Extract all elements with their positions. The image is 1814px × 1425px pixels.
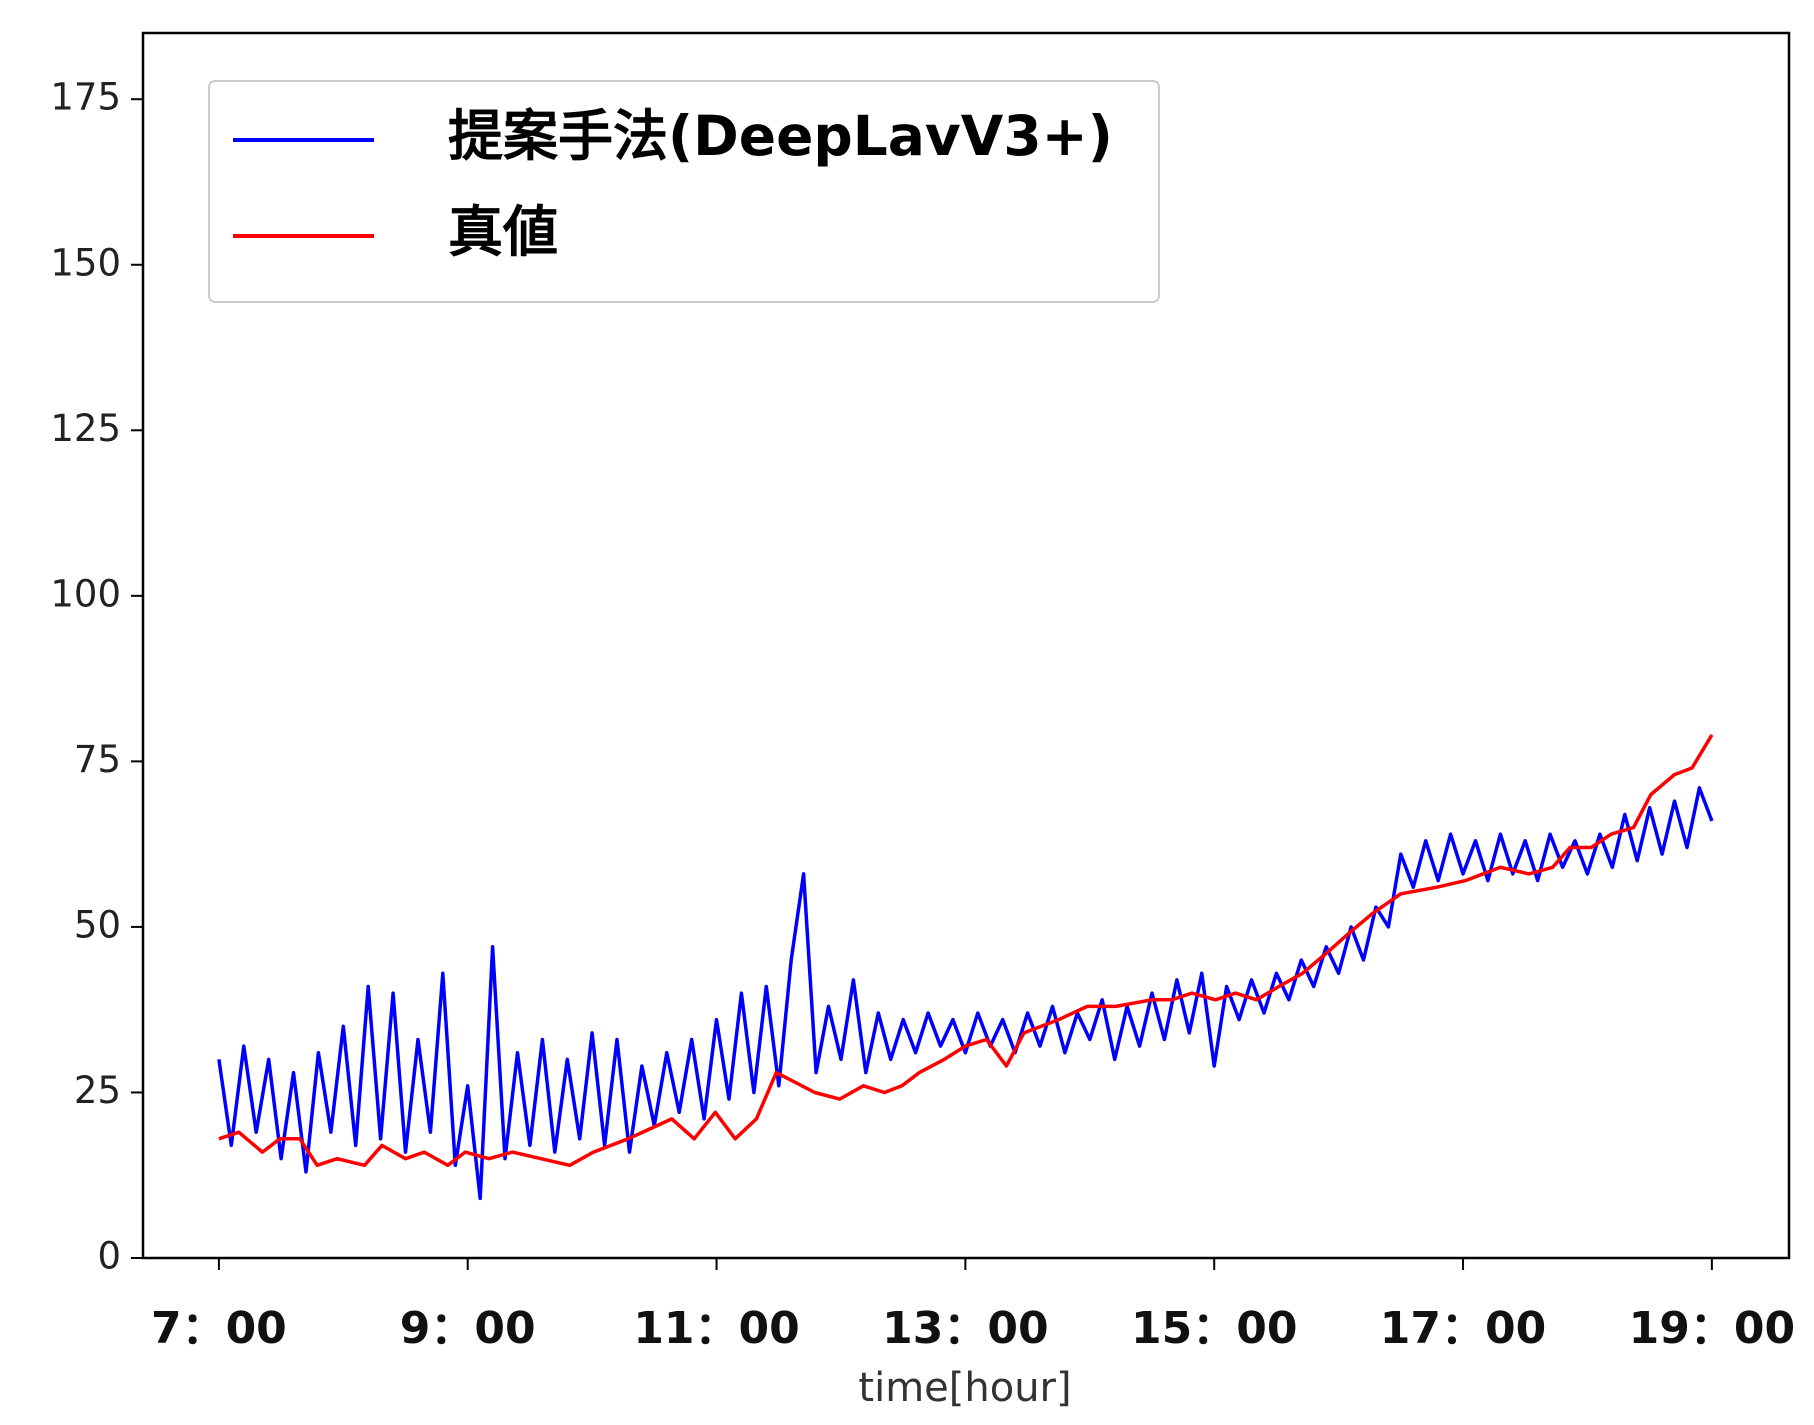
- x-tick-label: 7：00: [151, 1303, 287, 1354]
- x-tick-label: 9：00: [400, 1303, 536, 1354]
- legend-box: [208, 80, 1160, 303]
- x-tick-label: 11：00: [633, 1303, 799, 1354]
- y-tick-label: 100: [50, 572, 121, 615]
- legend-label: 提案手法(DeepLavV3+): [448, 104, 1113, 168]
- y-tick-label: 175: [50, 76, 121, 119]
- x-tick-label: 13：00: [882, 1303, 1048, 1354]
- y-tick-label: 125: [50, 407, 121, 450]
- x-tick-label: 19：00: [1629, 1303, 1795, 1354]
- legend: 提案手法(DeepLavV3+) 真値: [208, 80, 1160, 303]
- y-tick-label: 0: [97, 1235, 121, 1278]
- x-tick-label: 15：00: [1131, 1303, 1297, 1354]
- y-tick-label: 75: [74, 738, 121, 781]
- y-tick-label: 150: [50, 241, 121, 284]
- x-axis-label: time[hour]: [858, 1365, 1071, 1411]
- y-tick-label: 50: [74, 903, 121, 946]
- plot-frame: [141, 31, 1791, 1260]
- x-tick-label: 17：00: [1380, 1303, 1546, 1354]
- y-tick-label: 25: [74, 1069, 121, 1112]
- legend-label: 真値: [448, 200, 558, 264]
- data-line: [217, 786, 1714, 1201]
- data-line: [218, 733, 1714, 1168]
